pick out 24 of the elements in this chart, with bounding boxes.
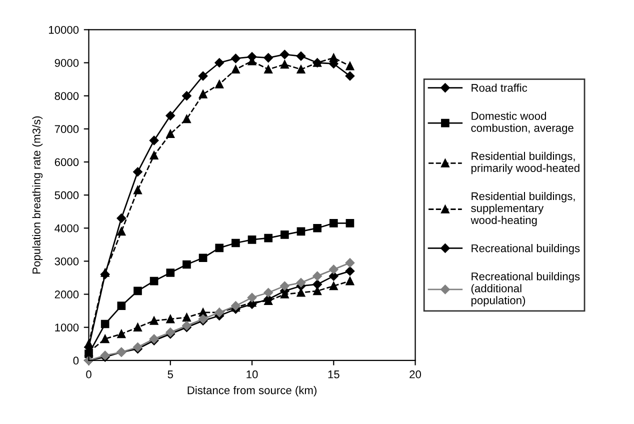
y-tick-label: 9000 <box>54 59 79 67</box>
x-tick-label: 5 <box>168 370 174 378</box>
legend-label: Residential buildings, supplementary wood-heating <box>470 192 575 226</box>
x-tick-label: 0 <box>86 370 92 378</box>
y-tick-label: 7000 <box>54 125 79 134</box>
legend-label: Recreational buildings <box>472 244 580 254</box>
y-tick-label: 2000 <box>54 290 79 298</box>
legend-label: Road traffic <box>472 84 528 92</box>
y-tick-label: 3000 <box>54 257 79 266</box>
y-tick-label: 1000 <box>55 324 79 332</box>
y-axis-title: Population breathing rate (m3/s) <box>32 116 43 274</box>
x-tick-label: 10 <box>246 370 258 378</box>
legend-label: Domestic wood combustion, average <box>471 112 574 134</box>
y-tick-label: 0 <box>73 356 79 365</box>
y-tick-label: 4000 <box>54 224 79 232</box>
y-tick-label: 8000 <box>54 92 79 100</box>
y-tick-label: 10000 <box>48 26 79 34</box>
x-axis-title: Distance from source (km) <box>188 386 316 396</box>
legend-label: Recreational buildings (additional population) <box>471 272 580 306</box>
legend-label: Residential buildings, primarily wood-heated <box>471 152 580 174</box>
y-tick-label: 6000 <box>54 158 79 166</box>
y-tick-label: 5000 <box>54 191 79 200</box>
x-tick-label: 15 <box>328 370 340 378</box>
x-tick-label: 20 <box>410 370 422 378</box>
